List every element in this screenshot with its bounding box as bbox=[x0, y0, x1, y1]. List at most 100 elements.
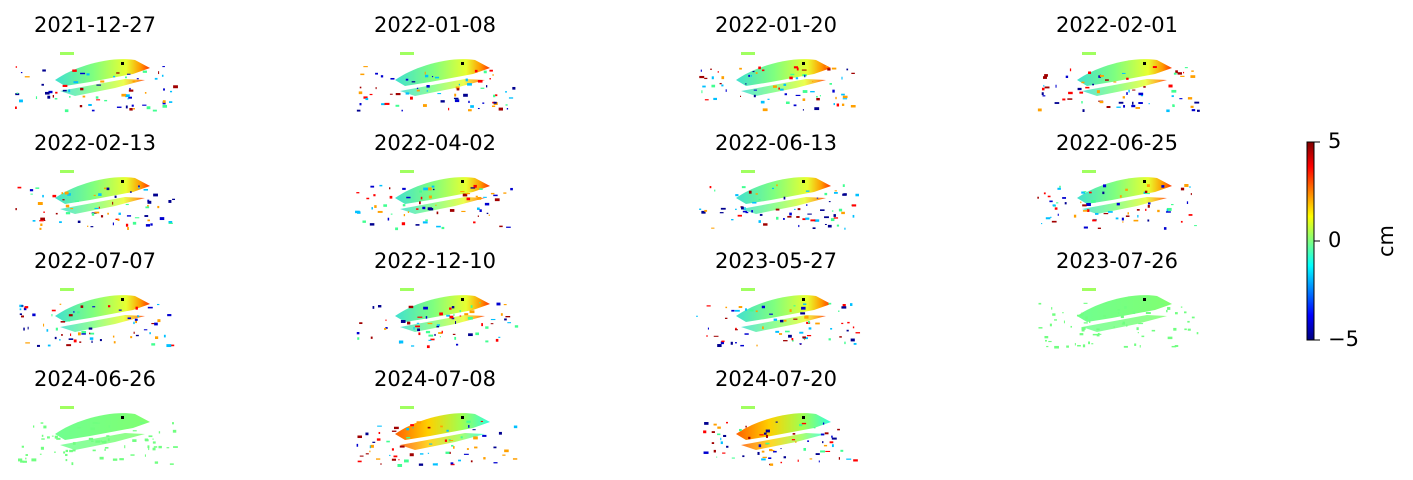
scatter-pixel bbox=[1049, 216, 1052, 218]
scatter-pixel bbox=[1051, 307, 1053, 310]
scatter-pixel bbox=[1077, 87, 1082, 91]
scatter-pixel bbox=[1085, 316, 1088, 320]
scatter-pixel bbox=[416, 87, 419, 89]
scatter-pixel bbox=[846, 68, 849, 71]
map-panel: 2022-01-20 bbox=[699, 13, 856, 112]
scatter-pixel bbox=[761, 69, 765, 72]
scatter-pixel bbox=[39, 453, 42, 455]
scatter-pixel bbox=[65, 449, 69, 453]
scatter-pixel bbox=[415, 224, 420, 226]
scatter-pixel bbox=[1144, 193, 1150, 195]
scatter-pixel bbox=[841, 76, 843, 80]
scatter-pixel bbox=[417, 316, 423, 318]
scatter-pixel bbox=[500, 313, 503, 316]
scatter-pixel bbox=[68, 89, 71, 93]
scatter-pixel bbox=[816, 95, 818, 98]
scatter-pixel bbox=[1190, 75, 1196, 78]
scatter-pixel bbox=[397, 463, 403, 467]
scatter-pixel bbox=[1073, 214, 1077, 218]
scatter-pixel bbox=[790, 73, 795, 76]
scatter-pixel bbox=[1117, 308, 1121, 311]
scatter-pixel bbox=[79, 341, 82, 343]
scatter-pixel bbox=[65, 212, 71, 215]
reference-point bbox=[461, 62, 464, 65]
scatter-pixel bbox=[713, 335, 719, 337]
colorbar-label: cm bbox=[1374, 225, 1398, 257]
scatter-pixel bbox=[480, 87, 485, 89]
scatter-pixel bbox=[54, 98, 58, 100]
scatter-pixel bbox=[126, 73, 131, 75]
scatter-pixel bbox=[416, 208, 419, 210]
scatter-pixel bbox=[35, 187, 40, 189]
scatter-pixel bbox=[778, 333, 783, 335]
scatter-pixel bbox=[98, 206, 100, 209]
scatter-pixel bbox=[795, 441, 797, 443]
scatter-pixel bbox=[739, 67, 742, 70]
scatter-pixel bbox=[1147, 204, 1150, 208]
scatter-pixel bbox=[1089, 191, 1092, 194]
scatter-pixel bbox=[720, 341, 724, 345]
scatter-pixel bbox=[513, 425, 518, 429]
scatter-pixel bbox=[477, 196, 482, 200]
scatter-pixel bbox=[1196, 332, 1199, 335]
scatter-pixel bbox=[812, 227, 816, 230]
scatter-pixel bbox=[147, 306, 153, 309]
scatter-pixel bbox=[475, 332, 480, 336]
scatter-pixel bbox=[40, 422, 44, 424]
scatter-pixel bbox=[1044, 74, 1048, 77]
scatter-pixel bbox=[784, 330, 790, 333]
scatter-pixel bbox=[36, 344, 40, 347]
scatter-pixel bbox=[508, 97, 514, 99]
scatter-pixel bbox=[780, 448, 782, 450]
scatter-pixel bbox=[113, 341, 116, 344]
scatter-pixel bbox=[783, 196, 786, 200]
scatter-pixel bbox=[359, 322, 363, 325]
scatter-pixel bbox=[161, 74, 164, 77]
scatter-pixel bbox=[816, 97, 820, 101]
scatter-pixel bbox=[362, 220, 366, 223]
scatter-pixel bbox=[80, 87, 84, 91]
scatter-pixel bbox=[483, 457, 486, 460]
scatter-pixel bbox=[769, 448, 773, 452]
scatter-pixel bbox=[168, 222, 173, 224]
scatter-pixel bbox=[92, 422, 97, 424]
scatter-pixel bbox=[1122, 221, 1124, 223]
scatter-pixel bbox=[496, 302, 501, 306]
deformation-area bbox=[736, 295, 831, 322]
map-panel: 2024-07-20 bbox=[703, 367, 858, 466]
scatter-pixel bbox=[1197, 109, 1200, 112]
scatter-pixel bbox=[809, 458, 813, 460]
scatter-pixel bbox=[37, 202, 43, 206]
scatter-pixel bbox=[20, 71, 23, 74]
scatter-pixel bbox=[750, 75, 752, 77]
scatter-pixel bbox=[1152, 66, 1157, 69]
scatter-pixel bbox=[356, 211, 361, 214]
scatter-pixel bbox=[440, 425, 443, 428]
scatter-pixel bbox=[465, 192, 471, 195]
scatter-pixel bbox=[841, 322, 844, 325]
scatter-pixel bbox=[772, 85, 777, 88]
scatter-pixel bbox=[1126, 77, 1129, 80]
scatter-pixel bbox=[1082, 109, 1085, 112]
scatter-pixel bbox=[96, 99, 101, 101]
scatter-pixel bbox=[88, 327, 93, 330]
scatter-pixel bbox=[451, 306, 455, 309]
scatter-pixel bbox=[760, 100, 765, 104]
map-panel: 2022-12-10 bbox=[356, 249, 519, 349]
small-patch bbox=[1082, 170, 1096, 173]
scatter-pixel bbox=[1055, 84, 1057, 88]
scatter-pixel bbox=[462, 193, 468, 197]
scatter-pixel bbox=[1177, 72, 1183, 75]
panel-title: 2022-07-07 bbox=[34, 249, 156, 273]
scatter-pixel bbox=[119, 458, 124, 461]
scatter-pixel bbox=[807, 440, 810, 442]
scatter-pixel bbox=[454, 99, 460, 103]
scatter-pixel bbox=[841, 306, 847, 309]
scatter-pixel bbox=[369, 445, 372, 449]
scatter-pixel bbox=[384, 327, 387, 330]
scatter-pixel bbox=[1188, 214, 1193, 216]
map-panel: 2022-02-01 bbox=[1037, 13, 1200, 113]
scatter-pixel bbox=[45, 91, 50, 95]
scatter-pixel bbox=[144, 438, 148, 442]
scatter-pixel bbox=[749, 309, 754, 312]
